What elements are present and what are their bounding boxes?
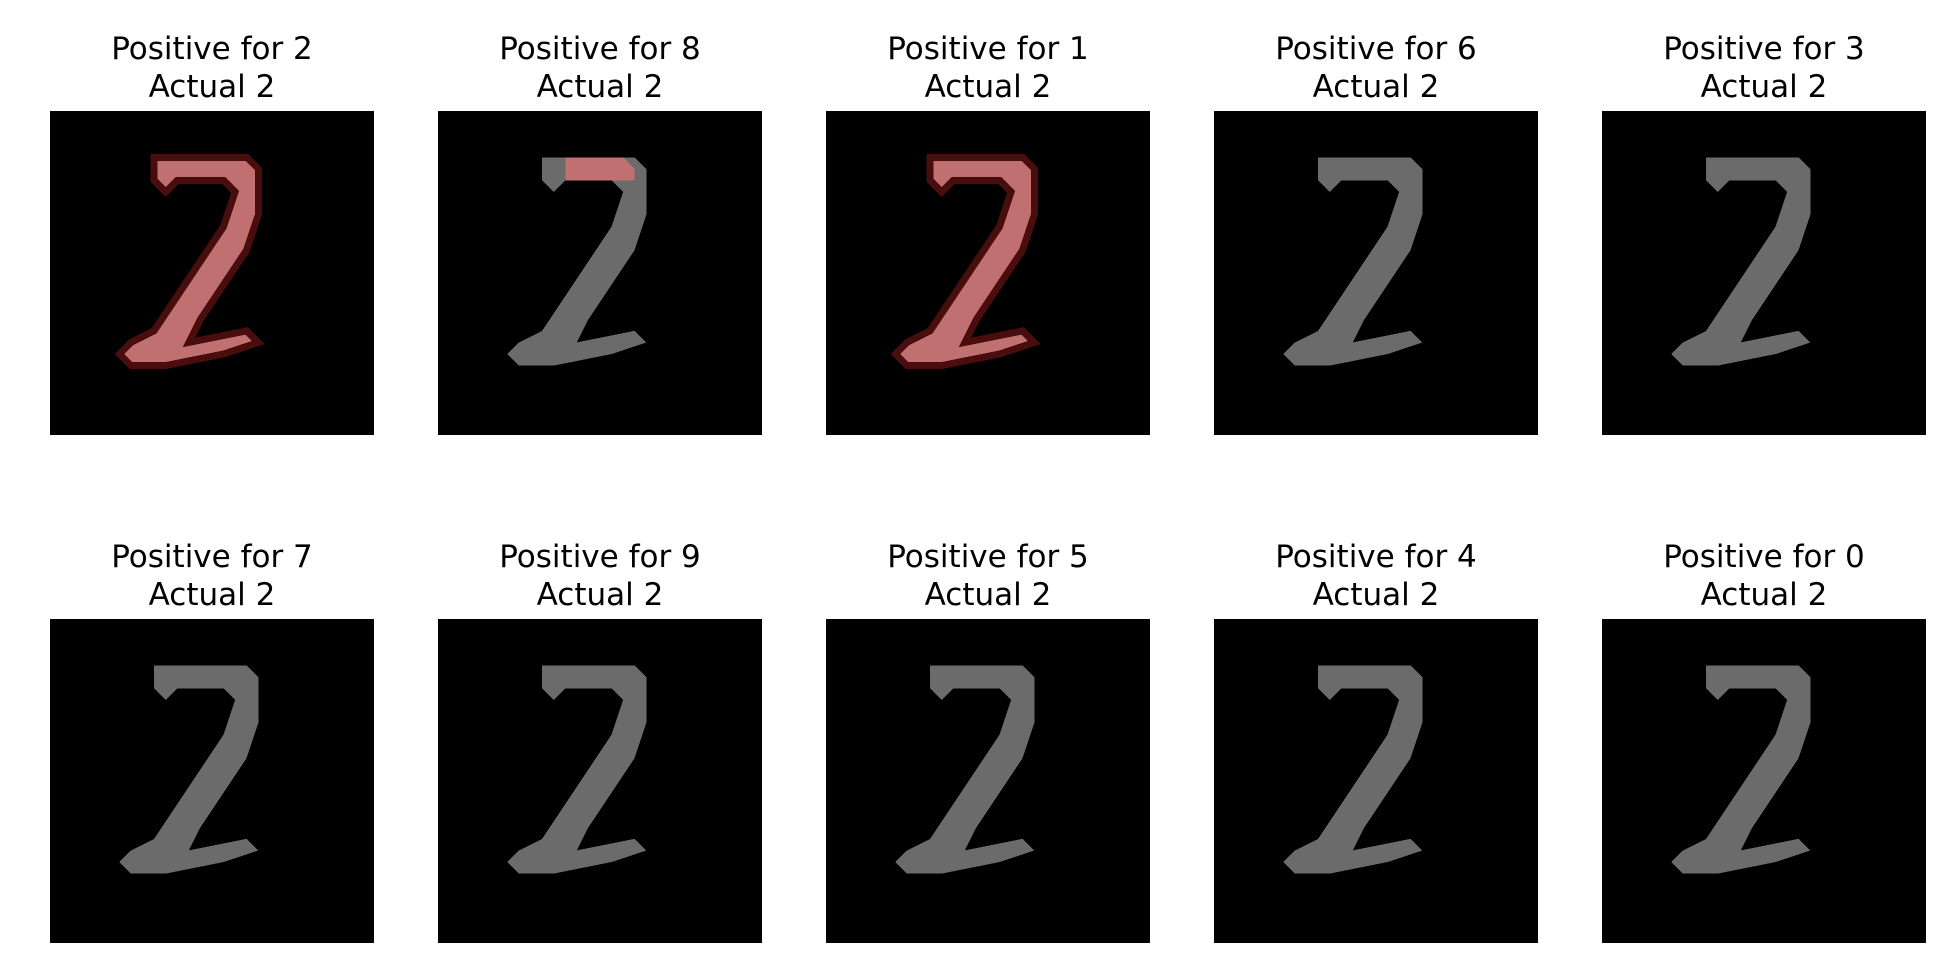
panel-8: Positive for 4 Actual 2 — [1214, 538, 1538, 943]
panel-subtitle-line: Actual 2 — [536, 577, 664, 613]
digit-stroke — [1671, 157, 1811, 366]
panel-title-line: Positive for 6 — [1275, 31, 1477, 67]
panel-title-line: Positive for 2 — [111, 31, 313, 67]
panel-0: Positive for 2 Actual 2 — [50, 30, 374, 435]
digit-stroke — [507, 665, 647, 874]
panel-subtitle-line: Actual 2 — [1700, 577, 1828, 613]
digit-stroke — [1283, 665, 1423, 874]
panel-6: Positive for 9 Actual 2 — [438, 538, 762, 943]
panel-3: Positive for 6 Actual 2 — [1214, 30, 1538, 435]
digit-image — [438, 111, 762, 435]
panel-4: Positive for 3 Actual 2 — [1602, 30, 1926, 435]
digit-image — [1214, 111, 1538, 435]
digit-image — [1602, 111, 1926, 435]
panel-1: Positive for 8 Actual 2 — [438, 30, 762, 435]
panel-title: Positive for 8 Actual 2 — [438, 30, 762, 106]
panel-subtitle-line: Actual 2 — [536, 69, 664, 105]
positive-attribution-overlay — [890, 153, 1041, 370]
panel-subtitle-line: Actual 2 — [1700, 69, 1828, 105]
panel-title: Positive for 1 Actual 2 — [826, 30, 1150, 106]
panel-title-line: Positive for 1 — [887, 31, 1089, 67]
panel-title-line: Positive for 3 — [1663, 31, 1865, 67]
digit-stroke — [1671, 665, 1811, 874]
digit-stroke — [895, 665, 1035, 874]
positive-attribution-overlay — [114, 153, 265, 370]
panel-subtitle-line: Actual 2 — [924, 69, 1052, 105]
panel-2: Positive for 1 Actual 2 — [826, 30, 1150, 435]
panel-7: Positive for 5 Actual 2 — [826, 538, 1150, 943]
panel-title-line: Positive for 5 — [887, 539, 1089, 575]
panel-subtitle-line: Actual 2 — [148, 69, 276, 105]
panel-subtitle-line: Actual 2 — [1312, 577, 1440, 613]
panel-title: Positive for 4 Actual 2 — [1214, 538, 1538, 614]
digit-image — [50, 619, 374, 943]
panel-title: Positive for 2 Actual 2 — [50, 30, 374, 106]
digit-image — [438, 619, 762, 943]
panel-title-line: Positive for 7 — [111, 539, 313, 575]
digit-image — [826, 111, 1150, 435]
panel-title: Positive for 9 Actual 2 — [438, 538, 762, 614]
panel-subtitle-line: Actual 2 — [1312, 69, 1440, 105]
panel-title-line: Positive for 4 — [1275, 539, 1477, 575]
panel-title: Positive for 7 Actual 2 — [50, 538, 374, 614]
digit-image — [1214, 619, 1538, 943]
digit-stroke — [119, 665, 259, 874]
panel-5: Positive for 7 Actual 2 — [50, 538, 374, 943]
panel-subtitle-line: Actual 2 — [924, 577, 1052, 613]
panel-9: Positive for 0 Actual 2 — [1602, 538, 1926, 943]
panel-title-line: Positive for 9 — [499, 539, 701, 575]
panel-title: Positive for 3 Actual 2 — [1602, 30, 1926, 106]
panel-title: Positive for 0 Actual 2 — [1602, 538, 1926, 614]
digit-image — [826, 619, 1150, 943]
panel-subtitle-line: Actual 2 — [148, 577, 276, 613]
panel-title: Positive for 5 Actual 2 — [826, 538, 1150, 614]
digit-stroke — [1283, 157, 1423, 366]
digit-image — [50, 111, 374, 435]
panel-title-line: Positive for 8 — [499, 31, 701, 67]
panel-title: Positive for 6 Actual 2 — [1214, 30, 1538, 106]
positive-attribution-overlay — [565, 157, 635, 181]
panel-title-line: Positive for 0 — [1663, 539, 1865, 575]
digit-image — [1602, 619, 1926, 943]
